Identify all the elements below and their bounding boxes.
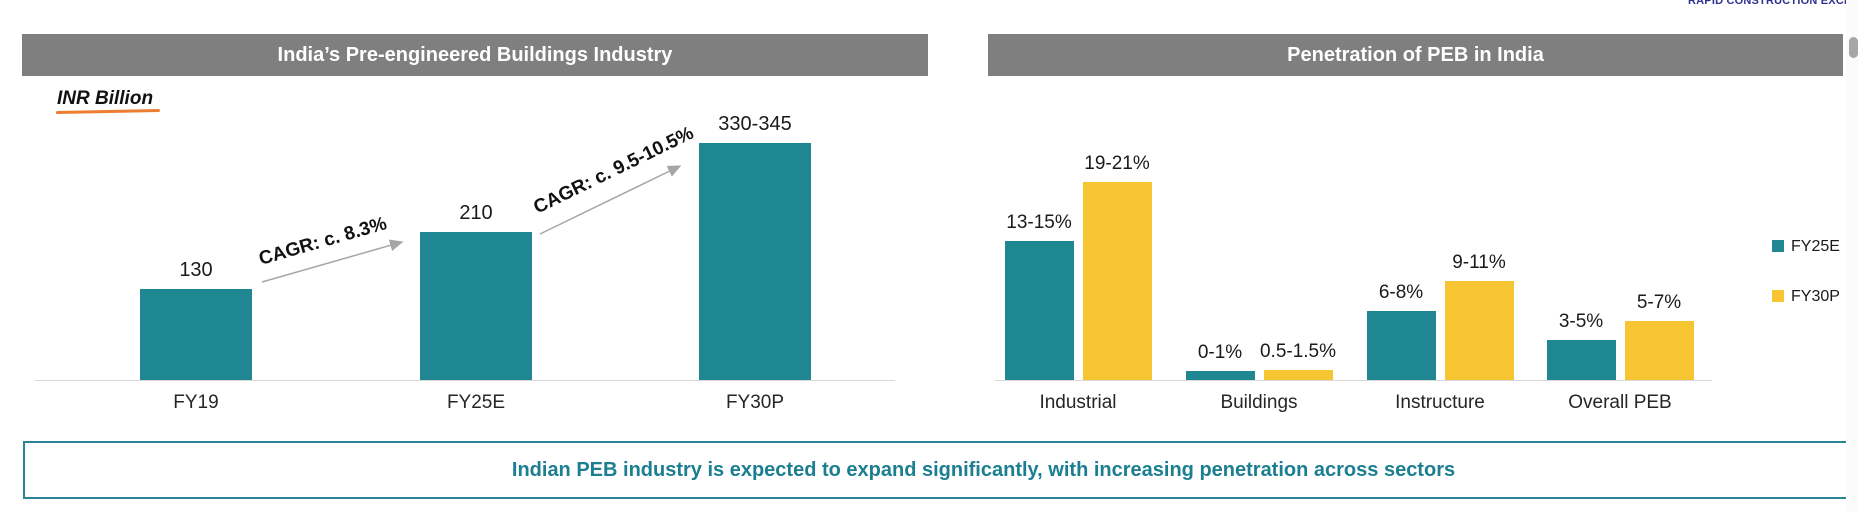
unit-label: INR Billion [57, 88, 154, 109]
scrollbar-thumb[interactable] [1849, 37, 1858, 58]
legend-swatch-teal [1772, 240, 1784, 252]
bar-fy30p-industrial [1082, 182, 1152, 380]
cagr-arrow-2 [539, 165, 682, 235]
bar-value-label: 19-21% [1084, 153, 1150, 174]
right-chart-x-axis [995, 380, 1712, 381]
bar-value-label: 330-345 [718, 113, 792, 135]
cagr-arrow-1 [261, 239, 404, 283]
bar-fy19 [140, 289, 252, 380]
bar-fy25e-industrial [1004, 241, 1074, 380]
legend-label-fy25e: FY25E [1791, 238, 1840, 255]
bar-fy30p [699, 143, 811, 380]
x-axis-label-fy25e: FY25E [446, 392, 506, 413]
bar-fy25e-overall-peb [1546, 340, 1616, 380]
key-message-text: Indian PEB industry is expected to expan… [511, 458, 1456, 481]
right-chart-title: Penetration of PEB in India [988, 34, 1843, 76]
x-axis-label-buildings: Buildings [1220, 392, 1298, 413]
x-axis-label-fy30p: FY30P [725, 392, 785, 413]
x-axis-label-instructure: Instructure [1395, 392, 1485, 413]
x-axis-label-fy19: FY19 [173, 392, 219, 413]
bar-value-label: 6-8% [1378, 282, 1424, 303]
bar-fy25e-instructure [1366, 311, 1436, 380]
bar-fy30p-instructure [1444, 281, 1514, 380]
logo-tagline: RAPID CONSTRUCTION EXCEEDING EX [1688, 0, 1858, 7]
bar-fy30p-buildings [1263, 370, 1333, 380]
left-chart-title: India’s Pre-engineered Buildings Industr… [22, 34, 928, 76]
left-chart-x-axis [35, 380, 895, 381]
bar-value-label: 13-15% [1006, 212, 1072, 233]
bar-value-label: 0-1% [1197, 342, 1243, 363]
bar-value-label: 130 [179, 259, 213, 281]
bar-value-label: 5-7% [1636, 292, 1682, 313]
legend-label-fy30p: FY30P [1791, 288, 1840, 305]
bar-value-label: 0.5-1.5% [1259, 341, 1337, 362]
bar-value-label: 3-5% [1558, 311, 1604, 332]
x-axis-label-overall-peb: Overall PEB [1568, 392, 1672, 413]
bar-fy25e-buildings [1185, 371, 1255, 380]
bar-fy30p-overall-peb [1624, 321, 1694, 380]
scrollbar-track[interactable] [1846, 0, 1858, 512]
bar-value-label: 9-11% [1452, 252, 1506, 273]
key-message-banner: Indian PEB industry is expected to expan… [23, 441, 1858, 499]
legend-swatch-yellow [1772, 290, 1784, 302]
x-axis-label-industrial: Industrial [1039, 392, 1117, 413]
bar-value-label: 210 [459, 202, 493, 224]
bar-fy25e [420, 232, 532, 380]
